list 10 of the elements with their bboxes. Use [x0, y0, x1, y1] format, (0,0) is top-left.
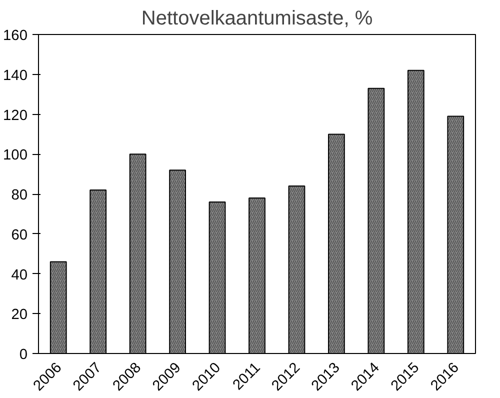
y-tick-label: 40	[11, 267, 28, 284]
y-tick-label: 160	[3, 28, 28, 44]
y-tick-label: 120	[3, 108, 28, 124]
y-tick-label: 20	[11, 307, 28, 324]
y-tick-label: 100	[3, 148, 28, 164]
y-tick-label: 80	[11, 188, 28, 204]
y-tick-label: 140	[3, 68, 28, 84]
y-tick-label: 0	[19, 347, 28, 363]
chart-title: Nettovelkaantumisaste, %	[141, 8, 373, 30]
y-tick-label: 60	[11, 227, 28, 244]
